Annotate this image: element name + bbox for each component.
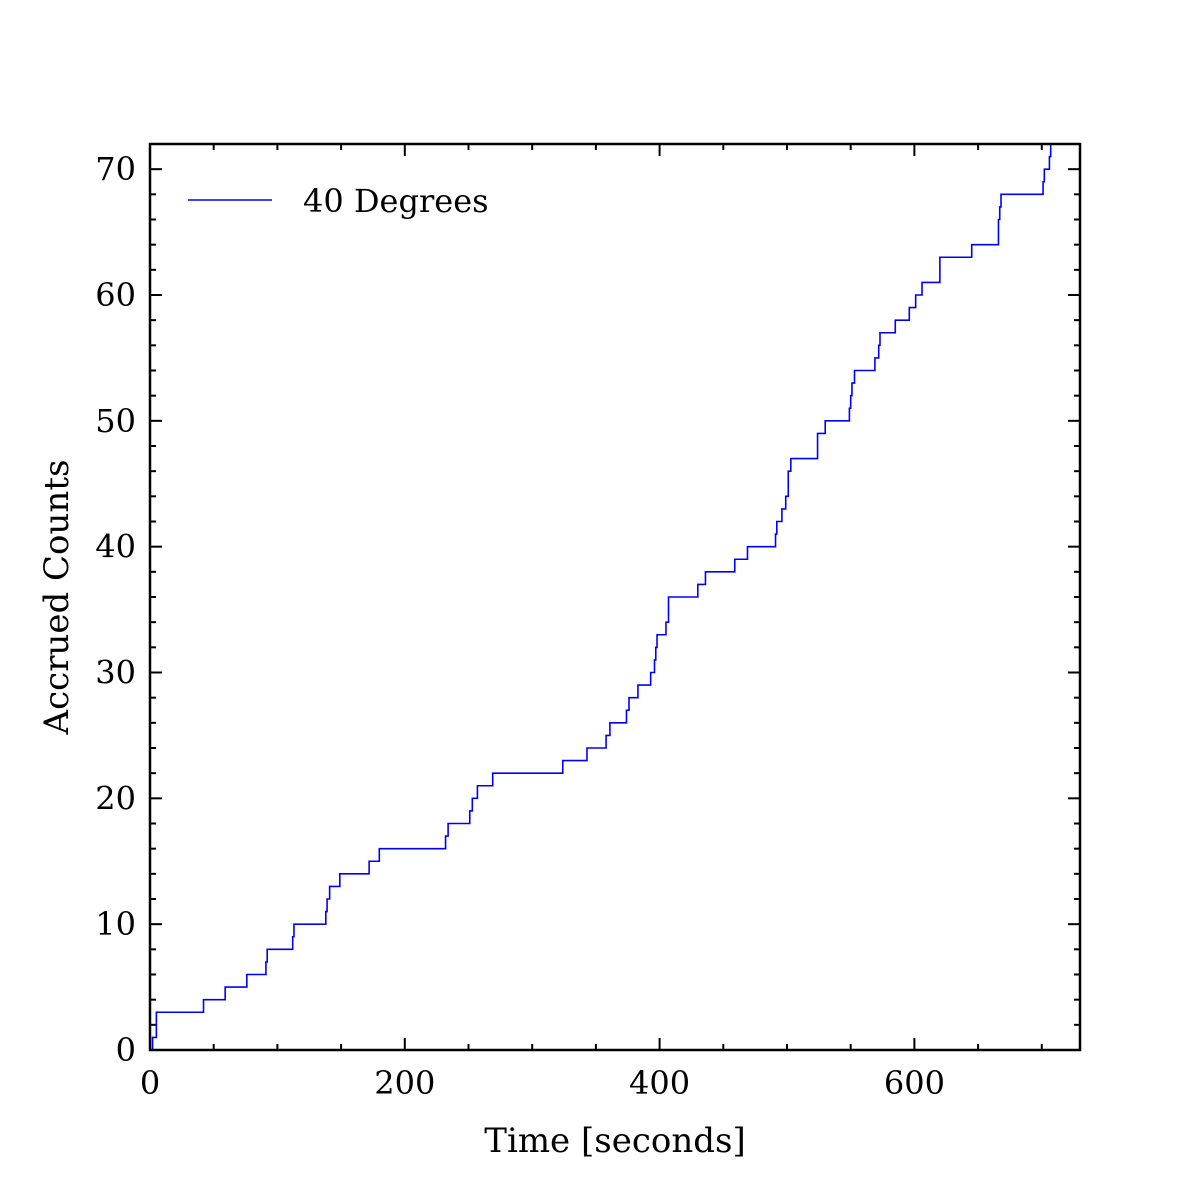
ticks-layer: 0 200 400 600 0 10 20 30 40 50 60 70: [95, 143, 1080, 1102]
y-tick-label: 50: [95, 402, 136, 440]
y-tick-label: 30: [95, 654, 136, 692]
x-tick-label: 200: [374, 1064, 435, 1102]
y-tick-label: 70: [95, 150, 136, 188]
x-tick-label: 600: [884, 1064, 945, 1102]
x-axis-label: Time [seconds]: [484, 1121, 745, 1161]
y-tick-label: 20: [95, 779, 136, 817]
y-tick-label: 40: [95, 528, 136, 566]
x-tick-label: 0: [140, 1064, 160, 1102]
legend: 40 Degrees: [188, 182, 489, 220]
legend-label: 40 Degrees: [303, 182, 489, 220]
y-axis-label: Accrued Counts: [37, 460, 77, 736]
y-tick-label: 10: [95, 905, 136, 943]
x-tick-label: 400: [629, 1064, 690, 1102]
series-line-40-degrees: [150, 144, 1052, 1051]
y-tick-label: 0: [116, 1031, 136, 1069]
plot-frame: [148, 142, 1082, 1052]
y-tick-label: 60: [95, 276, 136, 314]
